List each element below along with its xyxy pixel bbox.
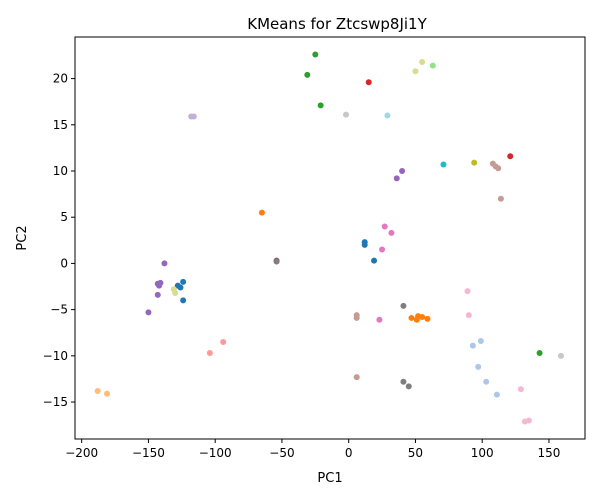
data-point bbox=[477, 338, 484, 345]
data-point bbox=[419, 314, 426, 321]
y-tick-label: 5 bbox=[60, 210, 68, 224]
x-tick-label: −200 bbox=[65, 446, 98, 460]
data-point bbox=[371, 257, 378, 264]
data-point bbox=[465, 312, 472, 319]
data-point bbox=[312, 51, 319, 58]
data-point bbox=[393, 175, 400, 182]
data-point bbox=[400, 302, 407, 309]
y-tick-label: −15 bbox=[43, 395, 68, 409]
data-point bbox=[353, 374, 360, 381]
data-point bbox=[177, 284, 184, 291]
scatter-points bbox=[94, 51, 564, 425]
x-tick-label: −50 bbox=[269, 446, 294, 460]
data-point bbox=[412, 68, 419, 75]
y-tick-label: −10 bbox=[43, 349, 68, 363]
data-point bbox=[376, 316, 383, 323]
y-axis-ticks: −15 −10 −5 0 5 10 15 20 bbox=[43, 72, 75, 409]
chart-title: KMeans for Ztcswp8Ji1Y bbox=[247, 15, 427, 33]
y-tick-label: 20 bbox=[53, 72, 68, 86]
x-axis-label: PC1 bbox=[317, 471, 342, 486]
data-point bbox=[399, 168, 406, 174]
data-point bbox=[94, 387, 101, 394]
data-point bbox=[156, 282, 163, 289]
data-point bbox=[464, 288, 471, 295]
data-point bbox=[471, 159, 478, 166]
y-axis-label: PC2 bbox=[15, 225, 30, 250]
data-point bbox=[353, 314, 360, 321]
data-point bbox=[180, 278, 187, 285]
x-tick-label: 100 bbox=[471, 446, 494, 460]
data-point bbox=[483, 378, 490, 385]
data-point bbox=[429, 62, 436, 69]
data-point bbox=[557, 352, 564, 359]
y-tick-label: 0 bbox=[60, 256, 68, 270]
x-tick-label: −100 bbox=[199, 446, 232, 460]
data-point bbox=[424, 315, 431, 322]
data-point bbox=[475, 363, 482, 370]
data-point bbox=[419, 58, 426, 65]
x-tick-label: −150 bbox=[132, 446, 165, 460]
data-point bbox=[388, 229, 395, 236]
y-tick-label: 15 bbox=[53, 118, 68, 132]
data-point bbox=[381, 223, 388, 230]
data-point bbox=[161, 260, 168, 267]
x-tick-label: 50 bbox=[408, 446, 423, 460]
data-point bbox=[497, 195, 504, 202]
plot-frame bbox=[74, 36, 586, 440]
x-tick-label: 150 bbox=[537, 446, 560, 460]
data-point bbox=[400, 378, 407, 385]
data-point bbox=[469, 342, 476, 349]
data-point bbox=[384, 112, 391, 119]
x-tick-label: 0 bbox=[345, 446, 353, 460]
data-point bbox=[304, 71, 311, 78]
data-point bbox=[507, 153, 514, 160]
data-point bbox=[536, 350, 543, 357]
data-point bbox=[493, 391, 500, 398]
data-point bbox=[405, 383, 412, 390]
data-point bbox=[408, 314, 415, 321]
data-point bbox=[220, 338, 227, 345]
y-tick-label: 10 bbox=[53, 164, 68, 178]
data-point bbox=[361, 241, 368, 248]
data-point bbox=[104, 390, 111, 397]
data-point bbox=[172, 289, 179, 296]
data-point bbox=[525, 417, 532, 424]
data-point bbox=[258, 209, 265, 216]
data-point bbox=[365, 79, 372, 86]
data-point bbox=[190, 113, 197, 120]
data-point bbox=[154, 291, 161, 298]
data-point bbox=[517, 386, 524, 393]
data-point bbox=[180, 297, 187, 304]
data-point bbox=[206, 350, 213, 357]
x-axis-ticks: −200 −150 −100 −50 0 50 100 150 bbox=[65, 439, 560, 460]
data-point bbox=[317, 102, 324, 109]
data-point bbox=[495, 165, 502, 172]
y-tick-label: −5 bbox=[50, 303, 68, 317]
data-point bbox=[145, 309, 152, 316]
data-point bbox=[440, 161, 447, 168]
data-point bbox=[379, 246, 386, 253]
data-point bbox=[343, 111, 350, 118]
data-point bbox=[273, 258, 280, 265]
